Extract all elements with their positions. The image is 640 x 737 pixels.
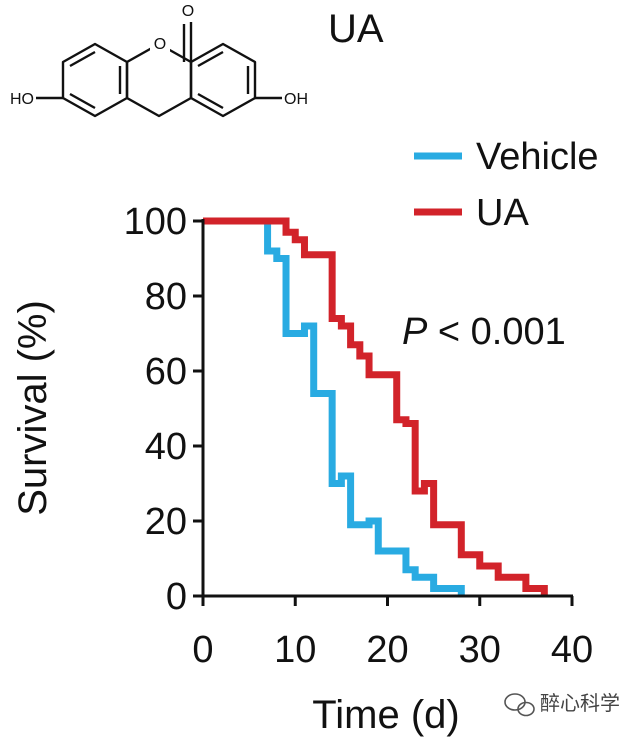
legend-label-ua: UA — [476, 192, 529, 234]
x-tick-label: 40 — [551, 629, 593, 671]
series-line-ua — [203, 217, 548, 596]
carbonyl-oxygen-label: O — [182, 3, 194, 20]
y-tick-label: 40 — [145, 426, 187, 468]
y-axis-label: Survival (%) — [11, 300, 55, 516]
y-tick-label: 80 — [145, 276, 187, 318]
legend: Vehicle UA — [414, 136, 599, 234]
legend-label-vehicle: Vehicle — [476, 136, 599, 178]
y-tick-label: 60 — [145, 351, 187, 393]
series-line-vehicle — [203, 217, 465, 596]
x-tick-label: 10 — [274, 629, 316, 671]
series-layer — [203, 217, 548, 596]
ring-oxygen-label: O — [154, 36, 166, 53]
p-symbol: P — [402, 311, 428, 353]
p-value-annotation: P < 0.001 — [402, 311, 566, 353]
y-tick-label: 100 — [124, 201, 187, 243]
left-hydroxyl-label: HO — [10, 91, 34, 108]
compound-name: UA — [328, 7, 384, 51]
x-tick-label: 0 — [192, 629, 213, 671]
p-rest: < 0.001 — [427, 311, 565, 353]
wechat-icon — [504, 693, 535, 717]
x-axis-label: Time (d) — [312, 693, 459, 737]
y-tick-label: 20 — [145, 501, 187, 543]
right-hydroxyl-label: OH — [284, 91, 308, 108]
watermark-text: 醉心科学 — [540, 691, 620, 715]
y-tick-label: 0 — [166, 576, 187, 618]
x-tick-label: 20 — [366, 629, 408, 671]
x-tick-label: 30 — [459, 629, 501, 671]
axes-layer: 0 20 40 60 80 100 0 10 20 30 40 — [124, 201, 594, 671]
watermark: 醉心科学 — [504, 691, 620, 717]
